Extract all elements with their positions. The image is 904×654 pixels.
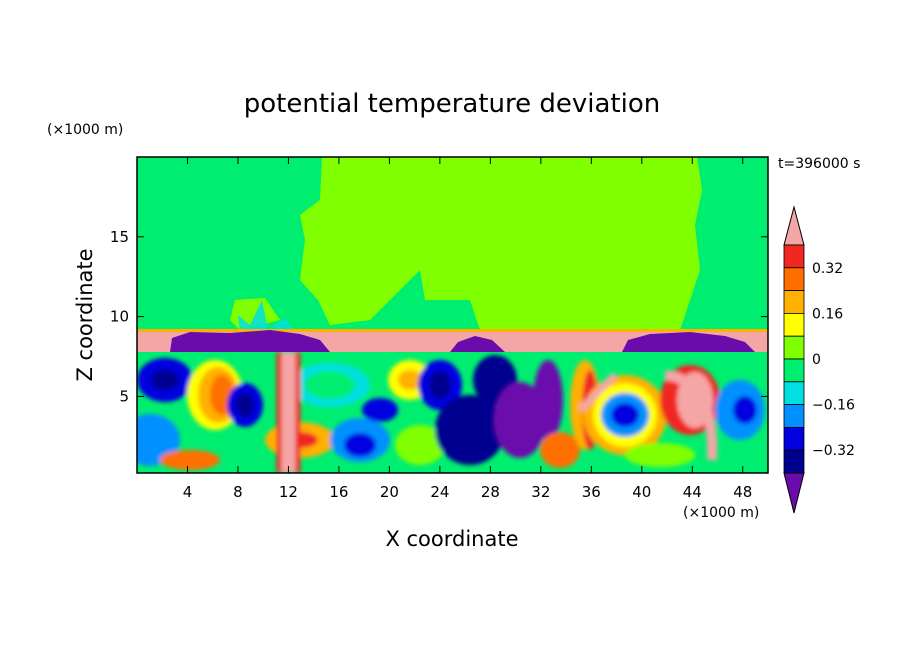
field-contour-blob xyxy=(305,371,355,399)
upper-layer-warm xyxy=(300,157,702,330)
colorbar-segment xyxy=(783,381,805,405)
colorbar-segment xyxy=(783,426,805,451)
colorbar-bottom-arrow xyxy=(783,472,805,514)
colorbar-segment xyxy=(783,449,805,474)
colorbar: 0.32 0.16 0 −0.16 −0.32 xyxy=(783,205,855,514)
colorbar-segment xyxy=(783,358,805,383)
dense-patch-center xyxy=(450,336,505,352)
y-axis-unit: (×1000 m) xyxy=(47,122,123,138)
field-contour-blob xyxy=(398,370,422,390)
chart-title: potential temperature deviation xyxy=(244,89,660,119)
colorbar-top-arrow xyxy=(783,205,805,246)
field-contour-blob xyxy=(395,425,445,465)
x-axis-ticks: 4 8 12 16 20 24 28 32 36 40 44 48 xyxy=(183,157,752,501)
warm-streak xyxy=(577,372,618,413)
field-contour-blob xyxy=(160,450,220,470)
lower-layer-blobs xyxy=(137,352,765,473)
y-axis-label: Z coordinate xyxy=(73,248,97,381)
time-label: t=396000 s xyxy=(778,156,860,172)
plot-frame xyxy=(136,156,769,474)
field-contour-blob xyxy=(611,403,639,427)
dense-patch-left xyxy=(170,330,330,352)
colorbar-segment xyxy=(783,267,805,291)
warm-arc xyxy=(664,370,718,461)
x-tick-label: 8 xyxy=(233,483,243,501)
colorbar-label: −0.32 xyxy=(812,443,855,459)
x-tick-label: 4 xyxy=(183,483,193,501)
x-tick-label: 12 xyxy=(279,483,298,501)
field-contour-blob xyxy=(435,395,505,465)
colorbar-label: 0.16 xyxy=(812,306,843,322)
colorbar-segment xyxy=(783,290,805,314)
x-tick-label: 28 xyxy=(481,483,500,501)
field-contour-blob xyxy=(494,382,546,458)
colorbar-segment xyxy=(783,244,805,269)
colorbar-label: 0 xyxy=(812,352,821,368)
y-axis-ticks: 5 10 15 xyxy=(110,228,768,405)
x-tick-label: 40 xyxy=(632,483,651,501)
y-tick-label: 15 xyxy=(110,228,129,246)
warm-plume-core xyxy=(281,352,296,473)
field-contour-blob xyxy=(625,443,695,467)
field-contour-blob xyxy=(533,360,563,440)
y-tick-label: 10 xyxy=(110,308,129,326)
x-tick-label: 44 xyxy=(683,483,702,501)
colorbar-label: −0.16 xyxy=(812,398,855,414)
field-contour-blob xyxy=(151,370,179,390)
dense-patch-right xyxy=(622,332,755,352)
heatmap-field xyxy=(137,157,768,473)
x-axis-label: X coordinate xyxy=(385,527,518,551)
x-tick-label: 32 xyxy=(531,483,550,501)
y-tick-label: 5 xyxy=(119,387,129,405)
field-contour-blob xyxy=(733,396,757,424)
x-tick-label: 36 xyxy=(582,483,601,501)
field-contour-blob xyxy=(540,432,580,468)
colorbar-segment xyxy=(783,335,805,360)
colorbar-label: 0.32 xyxy=(812,261,843,277)
x-tick-label: 16 xyxy=(329,483,348,501)
x-tick-label: 24 xyxy=(430,483,449,501)
upper-layer-streaks xyxy=(238,300,295,334)
x-axis-unit: (×1000 m) xyxy=(683,505,759,521)
field-contour-blob xyxy=(344,433,376,457)
colorbar-segment xyxy=(783,404,805,428)
field-contour-blob xyxy=(429,371,451,399)
colorbar-segment xyxy=(783,312,805,337)
x-tick-label: 20 xyxy=(380,483,399,501)
inversion-top-line xyxy=(137,329,768,332)
field-contour-blob xyxy=(362,398,398,422)
x-tick-label: 48 xyxy=(733,483,752,501)
field-contour-blob xyxy=(236,393,254,417)
